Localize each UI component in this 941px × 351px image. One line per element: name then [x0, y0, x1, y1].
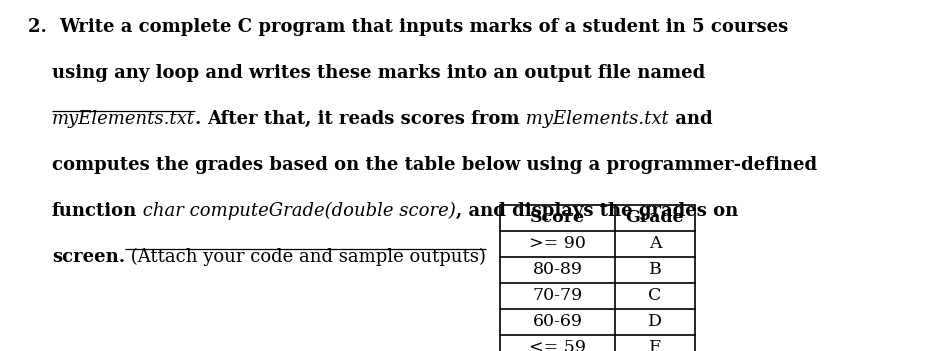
Text: 60-69: 60-69: [533, 313, 582, 331]
Text: D: D: [648, 313, 662, 331]
Text: (Attach your code and sample outputs): (Attach your code and sample outputs): [125, 248, 486, 266]
Text: A: A: [648, 236, 662, 252]
Text: 2.: 2.: [28, 18, 59, 36]
Text: Write a complete C program that inputs marks of a student in 5 courses: Write a complete C program that inputs m…: [59, 18, 789, 36]
Text: computes the grades based on the table below using a programmer-defined: computes the grades based on the table b…: [52, 156, 817, 174]
Text: B: B: [648, 261, 662, 278]
Text: 80-89: 80-89: [533, 261, 582, 278]
Text: C: C: [648, 287, 662, 305]
Text: F: F: [649, 339, 662, 351]
Text: Score: Score: [530, 210, 585, 226]
Text: Grade: Grade: [626, 210, 684, 226]
Text: using any loop and writes these marks into an output file named: using any loop and writes these marks in…: [52, 64, 705, 82]
Text: screen.: screen.: [52, 248, 125, 266]
Text: function: function: [52, 202, 137, 220]
Text: myElements.txt: myElements.txt: [52, 110, 195, 128]
Bar: [500, 205, 695, 351]
Text: After that, it reads scores from: After that, it reads scores from: [208, 110, 520, 128]
Text: myElements.txt: myElements.txt: [520, 110, 669, 128]
Text: , and displays the grades on: , and displays the grades on: [456, 202, 739, 220]
Text: 70-79: 70-79: [533, 287, 582, 305]
Text: char computeGrade(double score): char computeGrade(double score): [137, 202, 456, 220]
Text: >= 90: >= 90: [529, 236, 586, 252]
Text: <= 59: <= 59: [529, 339, 586, 351]
Text: .: .: [195, 110, 208, 128]
Text: and: and: [669, 110, 712, 128]
